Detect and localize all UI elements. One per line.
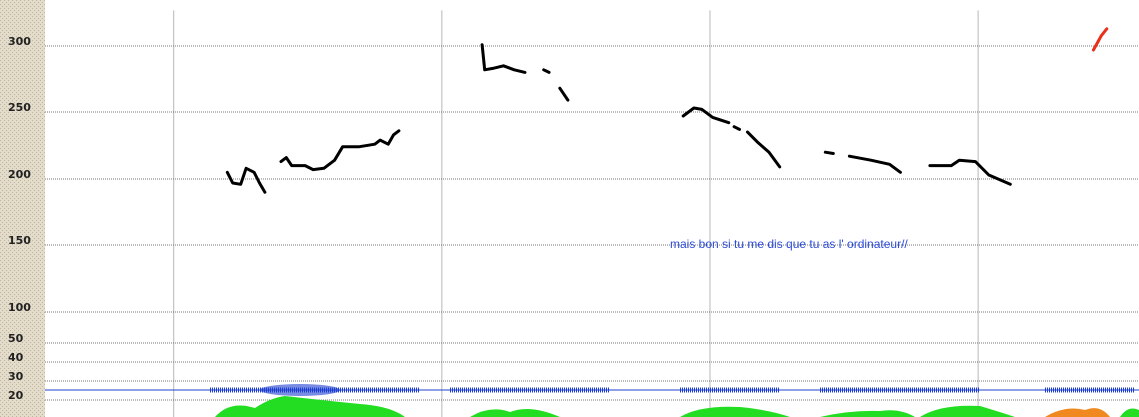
pitch-contour	[542, 68, 551, 74]
y-tick-label: 100	[8, 301, 31, 314]
y-tick-label: 20	[8, 389, 24, 402]
grid	[45, 10, 1139, 417]
pitch-contour	[480, 43, 527, 74]
y-tick-label: 50	[8, 332, 24, 345]
y-tick-label: 300	[8, 35, 31, 48]
pitch-contour	[847, 154, 902, 174]
pitch-contour	[681, 106, 731, 125]
y-tick-label: 200	[8, 168, 31, 181]
pitch-contour	[732, 125, 741, 131]
y-tick-label: 40	[8, 351, 24, 364]
pitch-contour	[823, 150, 835, 155]
y-tick-label: 30	[8, 370, 24, 383]
pitch-contour	[746, 130, 782, 169]
y-tick-label: 150	[8, 234, 31, 247]
y-tick-label: 250	[8, 101, 31, 114]
pitch-contour	[225, 166, 267, 194]
pitch-contour	[1091, 27, 1109, 52]
axis-gutter	[0, 0, 45, 417]
annotation: mais bon si tu me dis que tu as l' ordin…	[670, 237, 908, 251]
pitch-contour	[279, 129, 401, 172]
pitch-contour	[928, 158, 1012, 186]
energy-band	[45, 384, 1139, 417]
pitch-contour	[558, 86, 570, 102]
